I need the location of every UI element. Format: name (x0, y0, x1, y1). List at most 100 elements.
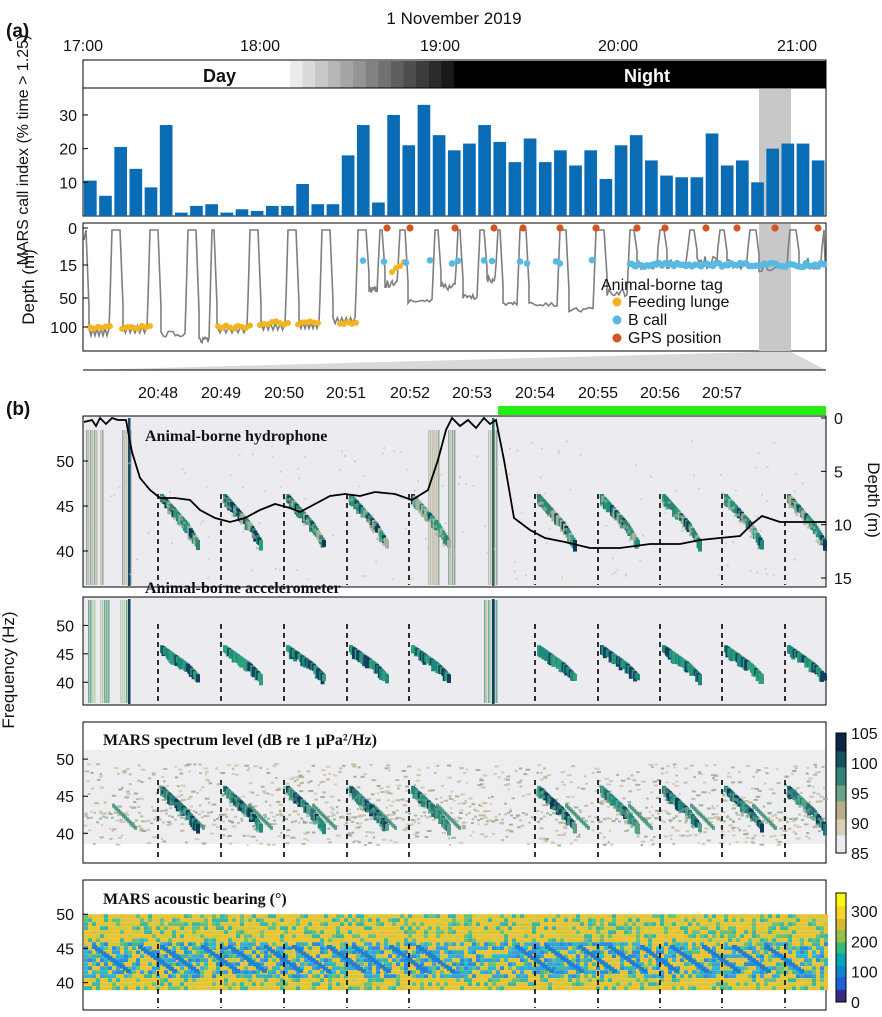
speckle (391, 811, 396, 814)
speckle (744, 832, 749, 835)
bearing-cell (716, 918, 720, 923)
speckle (118, 788, 123, 791)
bearing-cell (588, 914, 592, 919)
speckle (508, 472, 511, 475)
call-index-bar (341, 155, 355, 216)
bearing-cell (756, 930, 760, 935)
bearing-cell (168, 954, 172, 959)
speckle (303, 456, 306, 459)
speckle (565, 440, 568, 443)
call-pixel (741, 805, 745, 809)
noise-band (288, 814, 291, 817)
bearing-cell (560, 942, 564, 947)
speckle (474, 810, 480, 813)
bearing-cell (532, 938, 536, 943)
noise-band (336, 811, 339, 814)
bearing-cell (520, 922, 524, 927)
speckle (285, 842, 290, 845)
bearing-cell (140, 914, 144, 919)
speckle (703, 831, 707, 834)
speckle (761, 493, 764, 496)
noise-band (678, 811, 681, 814)
bearing-cell (384, 934, 388, 939)
bearing-cell (780, 914, 784, 919)
bearing-cell (268, 926, 272, 931)
speckle (365, 831, 371, 834)
speckle (750, 787, 756, 790)
speckle (222, 813, 227, 816)
bearing-cell (520, 930, 524, 935)
speckle (509, 447, 512, 450)
call-pixel (544, 507, 548, 511)
speckle (755, 516, 758, 519)
speckle (808, 801, 811, 804)
call-pixel (307, 522, 311, 526)
call-pixel (698, 812, 702, 817)
call-pixel (552, 806, 556, 810)
call-pixel (627, 530, 631, 534)
bearing-cell (464, 950, 468, 955)
bearing-cell (388, 930, 392, 935)
colorbar-cell (836, 741, 846, 744)
call-pixel (629, 805, 633, 810)
bcall-marker (448, 260, 456, 267)
bearing-cell (408, 914, 412, 919)
speckle (371, 793, 375, 796)
bearing-cell (236, 922, 240, 927)
bearing-cell (136, 954, 140, 959)
bearing-cell (572, 942, 576, 947)
bearing-cell (536, 926, 540, 931)
bearing-cell (412, 954, 416, 959)
bearing-cell (360, 954, 364, 959)
bearing-cell (140, 950, 144, 955)
noise-band (138, 811, 141, 814)
call-pixel (439, 807, 443, 812)
bearing-cell (344, 934, 348, 939)
bearing-cell (264, 926, 268, 931)
bearing-cell (512, 926, 516, 931)
speckle (536, 771, 539, 774)
speckle (126, 814, 130, 817)
bearing-cell (808, 950, 812, 955)
bearing-cell (528, 926, 532, 931)
call-pixel (259, 815, 263, 820)
call-pixel (726, 503, 730, 507)
bearing-cell (232, 954, 236, 959)
gps-marker (771, 224, 779, 232)
speckle (434, 798, 438, 801)
speckle (694, 834, 698, 837)
bearing-cell (184, 942, 188, 947)
speckle (332, 534, 335, 537)
speckle (462, 530, 465, 533)
bearing-cell (824, 946, 828, 951)
speckle (614, 571, 617, 574)
bearing-cell (384, 914, 388, 919)
speckle (538, 837, 544, 840)
bearing-cell (548, 954, 552, 959)
speckle (706, 839, 711, 842)
speckle (710, 774, 716, 777)
call-pixel (757, 808, 761, 813)
bearing-cell (504, 954, 508, 959)
speckle (486, 552, 489, 555)
call-pixel (425, 516, 429, 520)
bearing-cell (312, 914, 316, 919)
call-pixel (664, 507, 668, 511)
noise-band (399, 817, 402, 820)
call-pixel (546, 513, 550, 517)
bearing-cell (724, 918, 728, 923)
bearing-cell (740, 930, 744, 935)
call-pixel (449, 817, 453, 822)
speckle (447, 776, 452, 779)
speckle (388, 804, 393, 807)
bearing-cell (396, 926, 400, 931)
bearing-cell (700, 930, 704, 935)
bearing-cell (348, 918, 352, 923)
zoom-connector (83, 352, 826, 370)
bearing-cell (524, 942, 528, 947)
bearing-cell (372, 946, 376, 951)
bearing-cell (104, 938, 108, 943)
bearing-cell (784, 946, 788, 951)
speckle (451, 798, 454, 801)
